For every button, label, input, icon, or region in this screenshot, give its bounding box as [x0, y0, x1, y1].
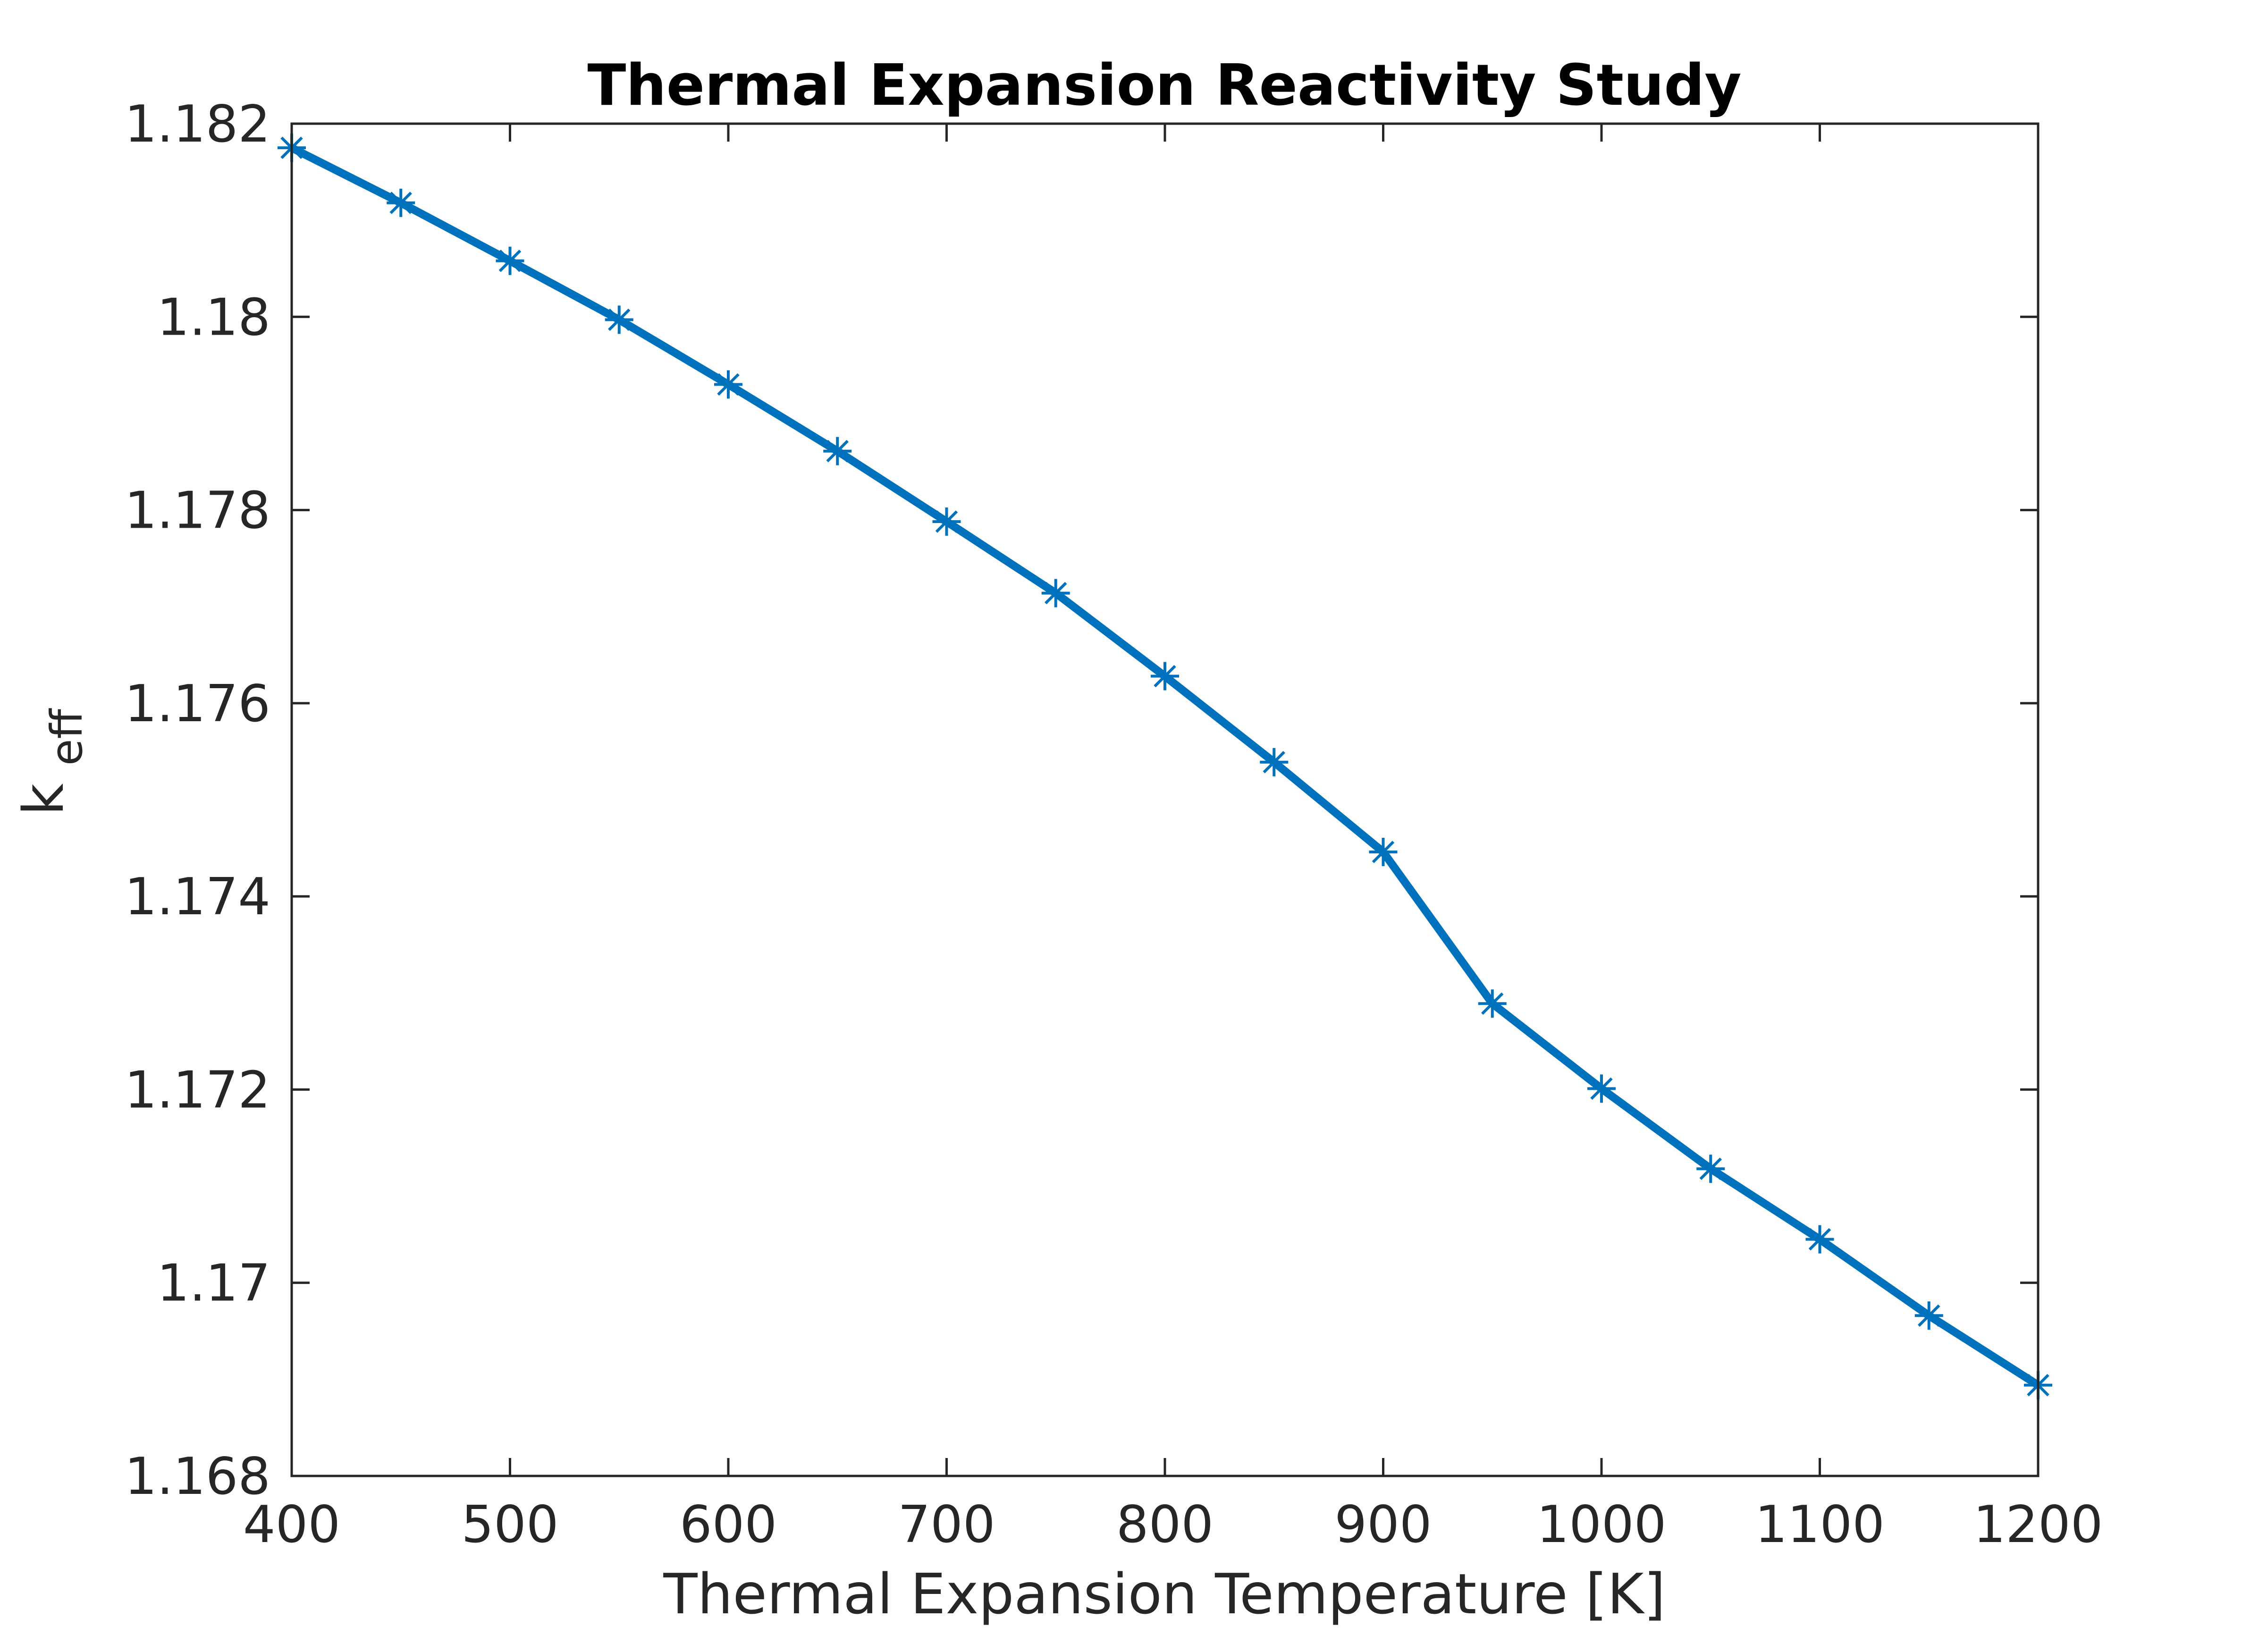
plot-area-frame — [290, 122, 2040, 1477]
data-point-marker — [1805, 1225, 1834, 1254]
y-tick-label: 1.172 — [125, 1061, 270, 1120]
series-line — [287, 143, 2042, 1390]
y-axis-label-base: k — [11, 784, 76, 816]
data-point-marker — [1696, 1155, 1725, 1183]
data-point-marker — [1041, 579, 1070, 607]
x-axis-label: Thermal Expansion Temperature [K] — [663, 1561, 1665, 1627]
data-point-marker — [714, 370, 742, 399]
y-tick-label: 1.18 — [157, 288, 270, 347]
x-tick-label: 1100 — [1755, 1495, 1885, 1554]
x-tick-label: 900 — [1334, 1495, 1432, 1554]
y-axis-label-text: k eff — [11, 708, 92, 815]
x-tick-label: 1200 — [1973, 1495, 2103, 1554]
chart-title: Thermal Expansion Reactivity Study — [587, 53, 1741, 118]
data-point-marker — [1260, 748, 1289, 776]
ticks-layer — [290, 122, 2040, 1477]
data-point-marker — [1478, 989, 1507, 1018]
x-tick-label: 1000 — [1537, 1495, 1667, 1554]
y-tick-label: 1.176 — [125, 674, 270, 733]
y-axis-label: k eff — [11, 708, 92, 815]
data-point-marker — [932, 507, 961, 536]
data-point-marker — [1151, 662, 1179, 691]
tick-labels-layer: 400 500 600 700 800 900 1000 1100 1200 1.168 1.17 1… — [125, 95, 2103, 1554]
y-tick-label: 1.17 — [157, 1254, 270, 1313]
y-axis-label-subscript: eff — [42, 708, 92, 766]
data-point-marker — [605, 305, 633, 334]
x-tick-label: 800 — [1116, 1495, 1214, 1554]
x-axis-label-text: Thermal Expansion Temperature [K] — [663, 1561, 1665, 1627]
data-point-marker — [1914, 1301, 1943, 1330]
x-tick-label: 500 — [461, 1495, 558, 1554]
data-point-marker — [823, 437, 852, 465]
x-tick-label: 400 — [243, 1495, 340, 1554]
series-layer — [278, 134, 2052, 1399]
y-tick-label: 1.182 — [125, 95, 270, 154]
y-tick-label: 1.174 — [125, 868, 270, 927]
y-tick-label: 1.178 — [125, 481, 270, 540]
x-tick-label: 600 — [680, 1495, 777, 1554]
data-point-marker — [496, 246, 524, 275]
x-tick-label: 700 — [898, 1495, 995, 1554]
data-point-marker — [1587, 1074, 1616, 1103]
data-point-marker — [1369, 838, 1398, 867]
data-point-marker — [387, 188, 415, 217]
y-tick-label: 1.168 — [125, 1447, 270, 1506]
